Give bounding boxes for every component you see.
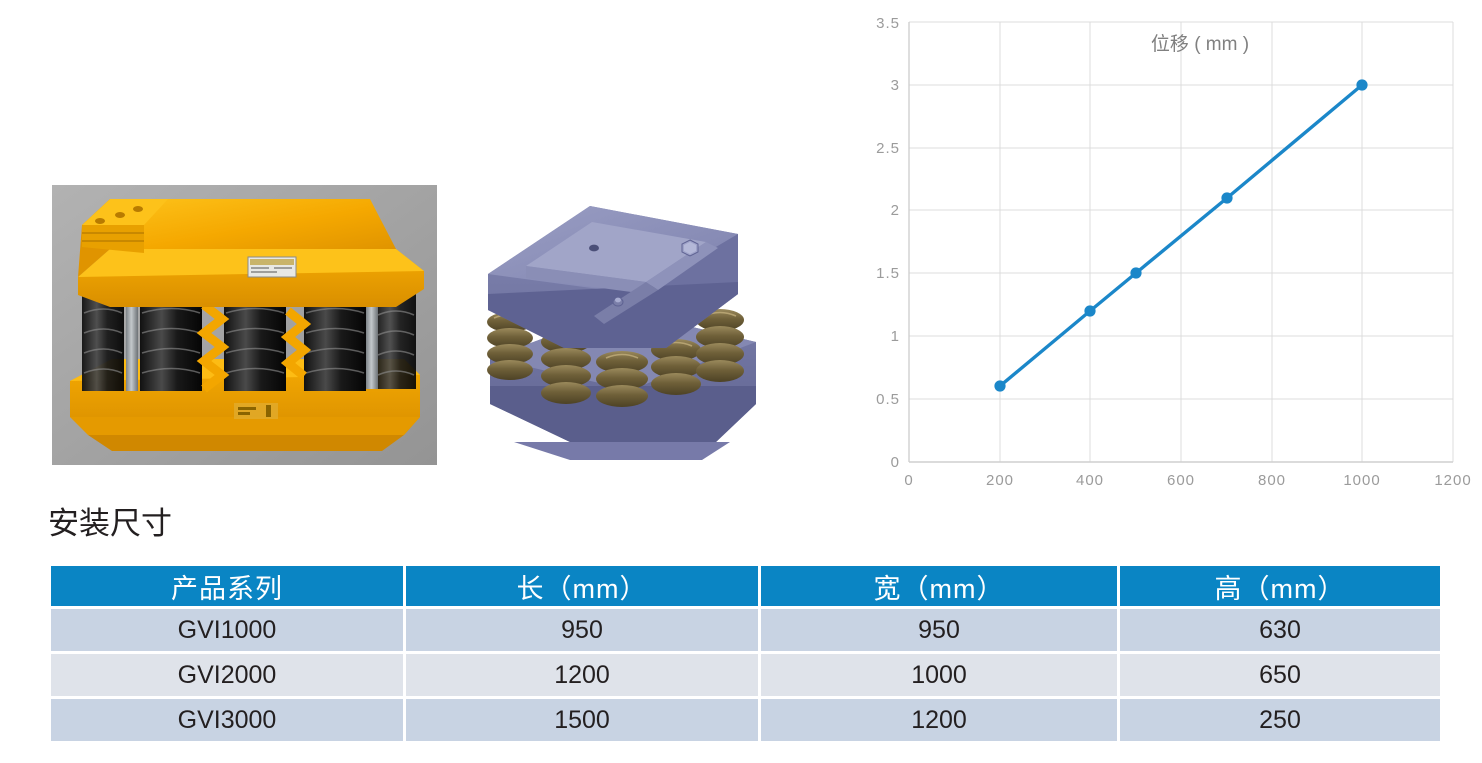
data-point-700-2.1 [1221,192,1233,204]
x-tick-1200: 1200 [1434,472,1471,489]
series-markers [994,79,1368,392]
data-point-1000-3.0 [1356,79,1368,91]
cell-length: 1200 [406,654,758,696]
installation-dimensions-table: 产品系列 长（mm） 宽（mm） 高（mm） GVI1000 950 950 6… [48,563,1443,744]
y-tick-3_5: 3.5 [876,15,900,32]
product-render-cad-isolator [470,190,790,465]
product-photo-yellow-isolator [52,185,437,465]
cell-width: 1000 [761,654,1117,696]
yellow-isolator-illustration [52,185,437,465]
table-row: GVI3000 1500 1200 250 [51,699,1440,741]
data-point-200-0.6 [994,380,1006,392]
cell-series: GVI1000 [51,609,403,651]
column-header-height: 高（mm） [1120,566,1440,606]
y-tick-2: 2 [891,202,900,219]
y-tick-0_5: 0.5 [876,391,900,408]
data-point-500-1.5 [1130,267,1142,279]
cell-height: 650 [1120,654,1440,696]
page-title: 安装尺寸 [48,506,172,541]
cell-height: 630 [1120,609,1440,651]
table-header-row: 产品系列 长（mm） 宽（mm） 高（mm） [51,566,1440,606]
table-row: GVI2000 1200 1000 650 [51,654,1440,696]
chart-x-tick-labels: 0 200 400 600 800 1000 1200 [904,472,1471,489]
cell-series: GVI3000 [51,699,403,741]
table-row: GVI1000 950 950 630 [51,609,1440,651]
cell-length: 950 [406,609,758,651]
data-point-400-1.2 [1084,305,1096,317]
cell-width: 950 [761,609,1117,651]
chart-gridlines [909,21,1454,462]
y-tick-0: 0 [891,454,900,471]
column-header-series: 产品系列 [51,566,403,606]
x-tick-400: 400 [1076,472,1104,489]
y-tick-1_5: 1.5 [876,265,900,282]
x-tick-800: 800 [1258,472,1286,489]
cad-isolator-illustration [470,190,790,465]
chart-title: 位移 ( mm ) [1151,33,1249,55]
cell-series: GVI2000 [51,654,403,696]
x-tick-1000: 1000 [1343,472,1380,489]
displacement-line-chart: 0 0.5 1 1.5 2 2.5 3 3.5 0 200 400 600 80… [852,0,1482,495]
y-tick-1: 1 [891,328,900,345]
cell-height: 250 [1120,699,1440,741]
cell-length: 1500 [406,699,758,741]
column-header-length: 长（mm） [406,566,758,606]
chart-series-displacement [994,79,1368,392]
x-tick-200: 200 [986,472,1014,489]
chart-axes [908,22,1453,463]
chart-y-tick-labels: 0 0.5 1 1.5 2 2.5 3 3.5 [876,15,900,471]
chart-svg: 0 0.5 1 1.5 2 2.5 3 3.5 0 200 400 600 80… [876,15,1471,489]
x-tick-0: 0 [904,472,913,489]
y-tick-2_5: 2.5 [876,140,900,157]
column-header-width: 宽（mm） [761,566,1117,606]
x-tick-600: 600 [1167,472,1195,489]
y-tick-3: 3 [891,77,900,94]
cell-width: 1200 [761,699,1117,741]
